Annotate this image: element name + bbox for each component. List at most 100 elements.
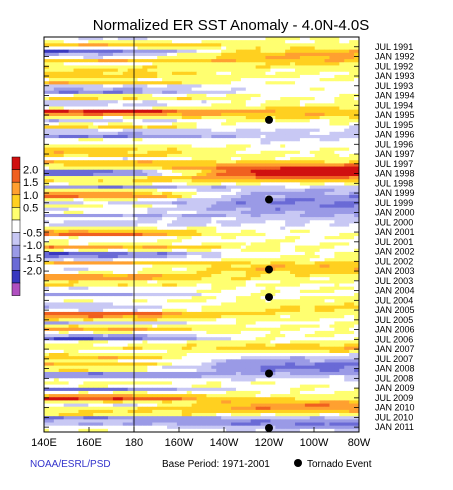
field-cell bbox=[107, 81, 114, 85]
field-cell bbox=[63, 68, 70, 73]
field-cell bbox=[58, 248, 65, 253]
field-cell bbox=[265, 217, 271, 221]
field-cell bbox=[88, 112, 94, 117]
field-cell bbox=[240, 59, 247, 63]
field-cell bbox=[329, 239, 335, 243]
field-cell bbox=[231, 97, 237, 101]
field-cell bbox=[132, 122, 138, 126]
field-cell bbox=[152, 223, 158, 227]
field-cell bbox=[216, 97, 222, 101]
field-cell bbox=[196, 213, 202, 218]
field-cell bbox=[275, 198, 281, 202]
field-cell bbox=[235, 280, 242, 284]
field-cell bbox=[53, 106, 60, 111]
field-cell bbox=[88, 201, 94, 205]
field-cell bbox=[211, 160, 217, 164]
field-cell bbox=[98, 128, 104, 133]
field-cell bbox=[319, 131, 325, 136]
field-cell bbox=[280, 198, 286, 202]
field-cell bbox=[319, 274, 325, 278]
field-cell bbox=[290, 207, 296, 212]
field-cell bbox=[186, 248, 193, 253]
field-cell bbox=[93, 119, 99, 123]
field-cell bbox=[191, 90, 197, 95]
field-cell bbox=[122, 59, 129, 63]
field-cell bbox=[48, 261, 55, 265]
field-cell bbox=[299, 153, 306, 158]
field-cell bbox=[88, 141, 94, 145]
field-cell bbox=[137, 270, 143, 275]
field-cell bbox=[319, 78, 325, 82]
field-cell bbox=[196, 166, 202, 171]
field-cell bbox=[314, 103, 321, 107]
field-cell bbox=[275, 169, 281, 174]
field-cell bbox=[122, 109, 129, 114]
field-cell bbox=[127, 55, 133, 60]
field-cell bbox=[329, 242, 335, 246]
field-cell bbox=[127, 78, 133, 82]
field-cell bbox=[309, 131, 316, 136]
field-cell bbox=[162, 49, 168, 54]
field-cell bbox=[167, 198, 173, 202]
field-cell bbox=[137, 204, 143, 209]
field-cell bbox=[235, 78, 242, 82]
field-cell bbox=[334, 106, 340, 111]
field-cell bbox=[344, 138, 350, 142]
field-cell bbox=[201, 40, 207, 44]
field-cell bbox=[191, 74, 197, 79]
field-cell bbox=[98, 52, 104, 57]
field-cell bbox=[211, 87, 217, 92]
field-cell bbox=[290, 188, 296, 193]
field-cell bbox=[162, 204, 168, 209]
field-cell bbox=[103, 138, 109, 142]
field-cell bbox=[186, 43, 193, 47]
field-cell bbox=[58, 169, 65, 174]
field-cell bbox=[186, 220, 193, 224]
field-cell bbox=[339, 49, 345, 54]
field-cell bbox=[137, 37, 143, 41]
field-cell bbox=[304, 144, 311, 148]
field-cell bbox=[142, 248, 148, 253]
field-cell bbox=[240, 255, 247, 259]
field-cell bbox=[93, 191, 99, 196]
field-cell bbox=[344, 46, 350, 51]
field-cell bbox=[309, 119, 316, 123]
field-cell bbox=[44, 81, 50, 85]
field-cell bbox=[275, 131, 281, 136]
field-cell bbox=[250, 255, 257, 259]
field-cell bbox=[290, 37, 296, 41]
field-cell bbox=[186, 131, 193, 136]
field-cell bbox=[186, 217, 193, 221]
field-cell bbox=[240, 267, 247, 272]
field-cell bbox=[112, 188, 119, 193]
field-cell bbox=[285, 81, 291, 85]
field-cell bbox=[44, 280, 50, 284]
field-cell bbox=[245, 55, 252, 60]
field-cell bbox=[334, 267, 340, 272]
field-cell bbox=[275, 277, 281, 281]
field-cell bbox=[235, 43, 242, 47]
field-cell bbox=[98, 138, 104, 142]
field-cell bbox=[245, 172, 252, 177]
field-cell bbox=[329, 169, 335, 174]
field-cell bbox=[171, 172, 178, 177]
field-cell bbox=[117, 251, 124, 256]
field-cell bbox=[339, 255, 345, 259]
field-cell bbox=[275, 232, 281, 237]
field-cell bbox=[221, 106, 227, 111]
field-cell bbox=[186, 160, 193, 164]
field-cell bbox=[186, 201, 193, 205]
field-cell bbox=[240, 147, 247, 152]
field-cell bbox=[44, 248, 50, 253]
field-cell bbox=[275, 65, 281, 69]
field-cell bbox=[73, 239, 79, 243]
field-cell bbox=[167, 204, 173, 209]
field-cell bbox=[112, 229, 119, 234]
field-cell bbox=[107, 147, 114, 152]
field-cell bbox=[324, 204, 330, 209]
field-cell bbox=[309, 264, 316, 269]
field-cell bbox=[221, 131, 227, 136]
field-cell bbox=[344, 198, 350, 202]
field-cell bbox=[309, 185, 316, 190]
field-cell bbox=[309, 267, 316, 272]
